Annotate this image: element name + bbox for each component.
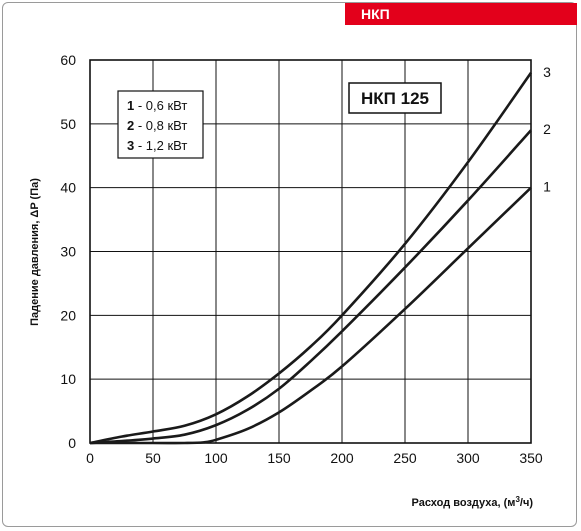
series-1-end-label: 1 <box>543 179 551 195</box>
legend-item: 3 - 1,2 кВт <box>127 138 187 153</box>
chart-axes <box>89 59 532 444</box>
y-tick-label: 10 <box>60 371 76 387</box>
series-3-end-label: 3 <box>543 64 551 80</box>
chart-curves <box>89 72 533 445</box>
chart-frame <box>2 2 577 527</box>
x-axis-label: Расход воздуха, (м3/ч) <box>412 495 534 509</box>
chart-grid <box>90 60 531 443</box>
y-tick-label: 30 <box>60 244 76 260</box>
x-tick-label: 100 <box>204 450 228 466</box>
y-tick-label: 40 <box>60 180 76 196</box>
x-tick-label: 300 <box>456 450 480 466</box>
series-2-curve <box>89 129 532 445</box>
series-1-curve <box>90 186 532 445</box>
y-tick-label: 0 <box>68 435 76 451</box>
legend-item: 2 - 0,8 кВт <box>127 118 187 133</box>
y-axis-label: Падение давления, ΔP (Па) <box>29 178 41 326</box>
chart-labels: 0 50 100 150 200 250 300 350 0 10 20 30 40 50 60 1 2 3 <box>60 52 551 466</box>
y-tick-label: 60 <box>60 52 76 68</box>
chart-title: НКП 125 <box>361 89 429 108</box>
x-tick-label: 0 <box>86 450 94 466</box>
x-tick-label: 200 <box>330 450 354 466</box>
legend: 1 - 0,6 кВт 2 - 0,8 кВт 3 - 1,2 кВт <box>117 90 204 159</box>
series-2-end-label: 2 <box>543 121 551 137</box>
product-badge: НКП <box>345 3 577 25</box>
x-tick-label: 150 <box>267 450 291 466</box>
y-tick-label: 20 <box>60 307 76 323</box>
y-tick-label: 50 <box>60 116 76 132</box>
x-tick-label: 50 <box>145 450 161 466</box>
x-tick-label: 250 <box>393 450 417 466</box>
plot-area-border <box>89 59 532 444</box>
series-3-curve <box>89 72 533 445</box>
x-tick-label: 350 <box>519 450 543 466</box>
chart-title-box: НКП 125 <box>348 82 442 114</box>
legend-item: 1 - 0,6 кВт <box>127 98 187 113</box>
